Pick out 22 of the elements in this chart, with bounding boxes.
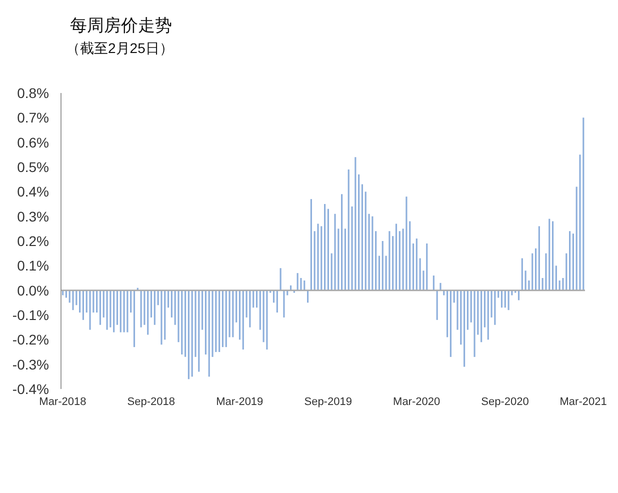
y-tick-label: -0.3% — [12, 356, 49, 372]
chart-title: 每周房价走势 — [70, 15, 172, 37]
y-tick-label: -0.2% — [12, 332, 49, 348]
x-tick-label: Mar-2021 — [560, 396, 607, 408]
y-tick-label: -0.1% — [12, 306, 49, 323]
y-tick-label: 0.4% — [17, 184, 49, 200]
x-tick-label: Mar-2020 — [393, 396, 440, 408]
x-tick-label: Sep-2018 — [127, 396, 176, 408]
y-tick-label: 0.0% — [17, 282, 49, 298]
y-tick-label: 0.2% — [17, 232, 49, 249]
chart-subtitle: （截至2月25日） — [66, 40, 174, 58]
y-tick-label: 0.6% — [17, 134, 49, 150]
x-tick-label: Sep-2019 — [304, 396, 352, 408]
y-tick-label: 0.3% — [17, 208, 49, 224]
y-tick-label: 0.5% — [17, 158, 49, 175]
x-tick-label: Sep-2020 — [481, 396, 529, 408]
x-tick-label: Mar-2018 — [39, 396, 86, 408]
y-tick-label: 0.8% — [17, 84, 49, 101]
y-tick-label: -0.4% — [12, 380, 49, 397]
y-tick-label: 0.1% — [17, 258, 49, 274]
x-tick-label: Mar-2019 — [216, 396, 264, 408]
y-tick-label: 0.7% — [17, 110, 49, 126]
